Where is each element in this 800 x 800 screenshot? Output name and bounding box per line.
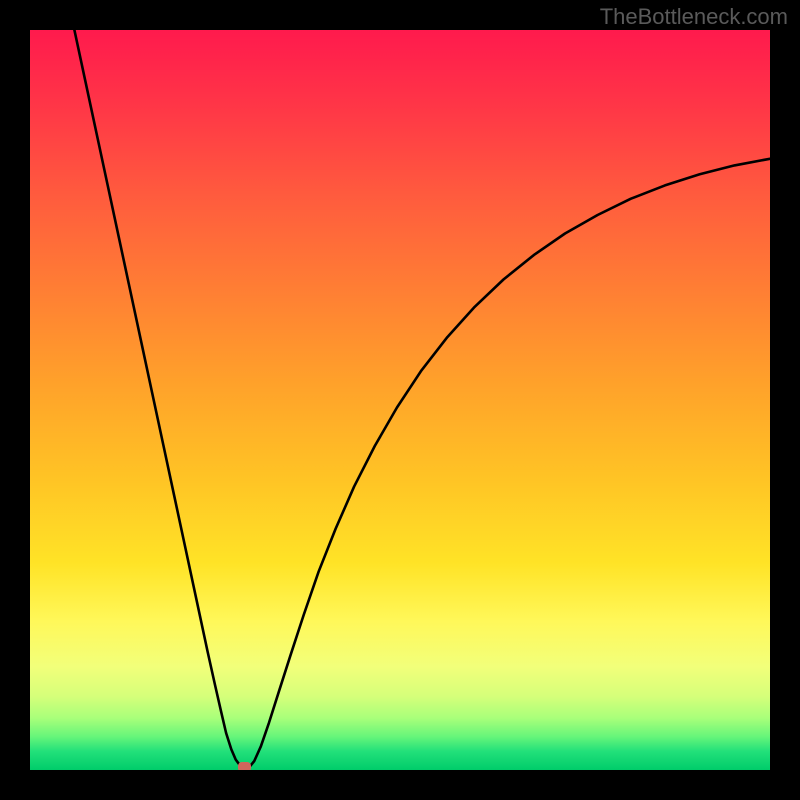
minimum-marker [238, 762, 251, 770]
curve-svg [30, 30, 770, 770]
plot-area [30, 30, 770, 770]
watermark-text: TheBottleneck.com [600, 4, 788, 30]
stage: TheBottleneck.com [0, 0, 800, 800]
